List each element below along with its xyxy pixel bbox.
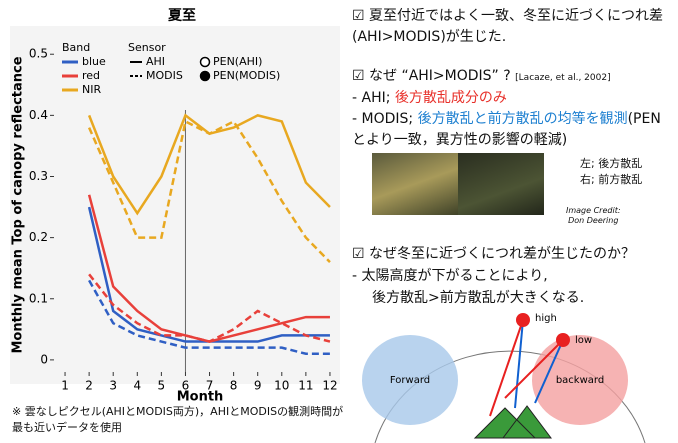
legend-marker bbox=[201, 58, 210, 67]
photo-backscatter bbox=[372, 153, 458, 215]
x-tick-label: 7 bbox=[206, 379, 214, 393]
x-tick-label: 5 bbox=[158, 379, 166, 393]
credit: Image Credit:Don Deering bbox=[566, 206, 621, 226]
modis-note: 後方散乱と前方散乱の均等を観測 bbox=[418, 111, 628, 127]
chart: 夏至 Month Monthly mean Top of canopy refl… bbox=[0, 0, 350, 410]
x-tick-label: 6 bbox=[182, 379, 190, 393]
caption: 左; 後方散乱右; 前方散乱 bbox=[580, 156, 642, 188]
trees bbox=[475, 406, 551, 438]
forward-label: Forward bbox=[390, 375, 430, 386]
reference: [Lacaze, et al., 2002] bbox=[515, 73, 610, 83]
y-tick-label: 0.2 bbox=[29, 230, 48, 244]
legend-label: PEN(AHI) bbox=[213, 55, 262, 68]
question-text: ☑ なぜ “AHI>MODIS” ? bbox=[352, 68, 511, 84]
y-tick-label: 0.3 bbox=[29, 169, 48, 183]
backward-label: backward bbox=[556, 375, 604, 386]
y-axis-label: Monthly mean Top of canopy reflectance bbox=[11, 56, 26, 353]
x-tick-label: 4 bbox=[133, 379, 141, 393]
y-tick-label: 0.5 bbox=[29, 47, 48, 61]
slide: 夏至 Month Monthly mean Top of canopy refl… bbox=[0, 0, 678, 443]
sun-high bbox=[516, 313, 530, 327]
credit-name: Don Deering bbox=[566, 216, 621, 226]
x-tick-label: 3 bbox=[109, 379, 117, 393]
summary: ☑ 夏至付近ではよく一致、冬至に近づくにつれ差(AHI>MODIS)が生じた. bbox=[352, 6, 670, 48]
x-tick-label: 1 bbox=[61, 379, 69, 393]
caption-right: 右; 前方散乱 bbox=[580, 172, 642, 188]
footnote: ※ 雲なしピクセル(AHIとMODIS両方)，AHIとMODISの観測時間が最も… bbox=[12, 404, 352, 436]
legend-marker bbox=[201, 72, 210, 81]
ahi-note: 後方散乱成分のみ bbox=[395, 90, 507, 106]
ahi-line: - AHI; 後方散乱成分のみ bbox=[352, 88, 507, 109]
modis-line: - MODIS; 後方散乱と前方散乱の均等を観測(PENとより一致，異方性の影響… bbox=[352, 109, 672, 151]
high-label: high bbox=[535, 313, 557, 324]
y-tick-label: 0.1 bbox=[29, 291, 48, 305]
answer-1: - 太陽高度が下がることにより, bbox=[352, 266, 548, 287]
ahi-label: - AHI; bbox=[352, 90, 395, 106]
legend-label: NIR bbox=[82, 83, 101, 96]
y-tick-label: 0.4 bbox=[29, 108, 48, 122]
legend-label: AHI bbox=[146, 55, 165, 68]
question-2: ☑ なぜ冬至に近づくにつれ差が生じたのか？ bbox=[352, 244, 635, 265]
x-tick-label: 8 bbox=[230, 379, 238, 393]
legend-label: blue bbox=[82, 55, 106, 68]
diagram: Forward backward high low bbox=[355, 308, 665, 443]
question: ☑ なぜ “AHI>MODIS” ? [Lacaze, et al., 2002… bbox=[352, 66, 672, 89]
photo-forward bbox=[458, 153, 544, 215]
x-tick-label: 12 bbox=[322, 379, 337, 393]
chart-title: 夏至 bbox=[168, 7, 196, 24]
caption-left: 左; 後方散乱 bbox=[580, 156, 642, 172]
answer-2: 後方散乱>前方散乱が大きくなる. bbox=[372, 288, 584, 309]
x-tick-label: 10 bbox=[274, 379, 289, 393]
legend-title: Band bbox=[62, 41, 90, 54]
legend-label: MODIS bbox=[146, 69, 183, 82]
legend-label: PEN(MODIS) bbox=[213, 69, 280, 82]
legend-label: red bbox=[82, 69, 100, 82]
x-tick-label: 9 bbox=[254, 379, 262, 393]
x-tick-label: 11 bbox=[298, 379, 313, 393]
x-tick-label: 2 bbox=[85, 379, 93, 393]
sun-low bbox=[556, 333, 570, 347]
modis-label: - MODIS; bbox=[352, 111, 418, 127]
legend-title: Sensor bbox=[128, 41, 166, 54]
low-label: low bbox=[575, 335, 592, 346]
credit-label: Image Credit: bbox=[566, 206, 621, 216]
y-tick-label: 0 bbox=[40, 352, 48, 366]
